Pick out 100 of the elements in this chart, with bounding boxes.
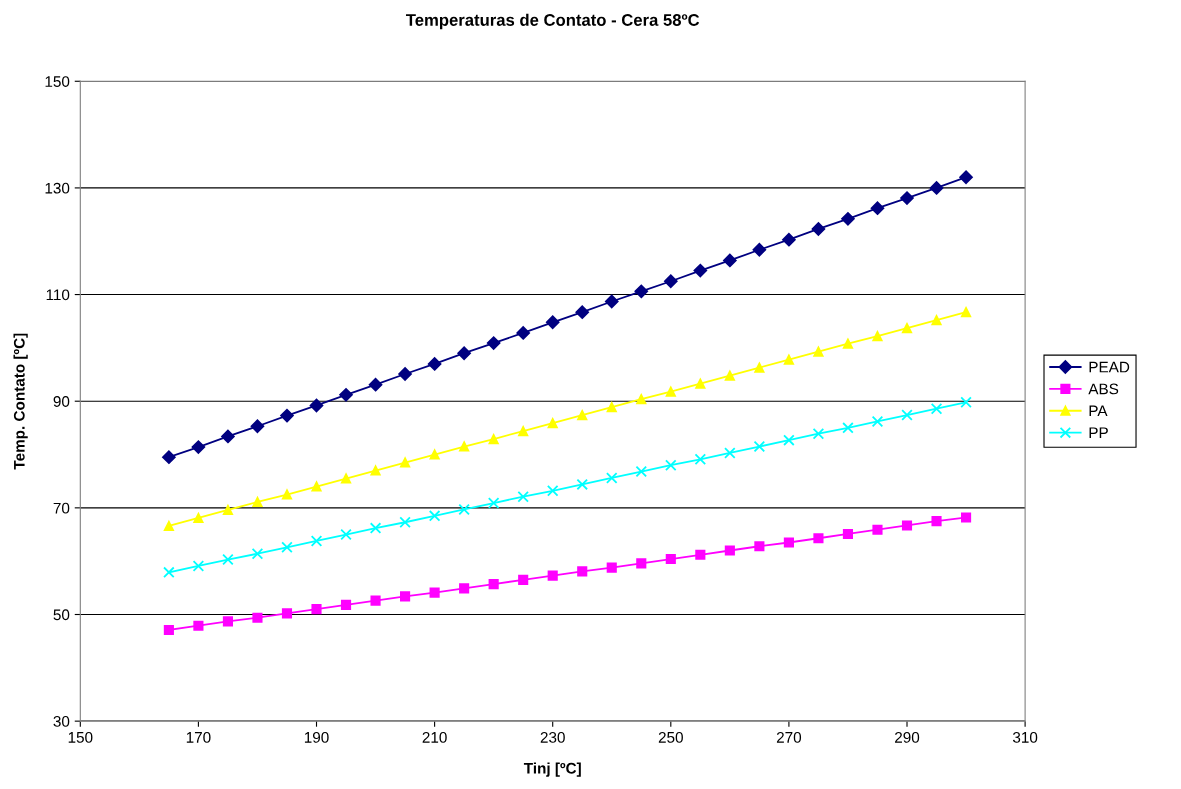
legend-label: PP xyxy=(1089,427,1108,438)
point xyxy=(399,516,411,529)
point xyxy=(811,222,826,236)
x-tick-label: 190 xyxy=(304,731,329,743)
point xyxy=(724,447,736,459)
point xyxy=(575,305,590,319)
point xyxy=(546,485,559,497)
point xyxy=(162,450,176,464)
point xyxy=(606,562,617,573)
y-tick-label: 150 xyxy=(45,76,70,87)
x-tick-label: 270 xyxy=(776,731,802,743)
point xyxy=(901,409,913,421)
point xyxy=(429,449,440,460)
point xyxy=(340,599,352,610)
point xyxy=(516,326,530,340)
point xyxy=(783,434,795,446)
x-tick-label: 210 xyxy=(422,731,447,743)
point xyxy=(310,535,323,547)
point xyxy=(694,453,707,466)
point xyxy=(459,441,470,452)
point xyxy=(280,408,294,423)
point xyxy=(664,274,678,289)
point xyxy=(428,510,441,522)
point xyxy=(695,378,706,389)
point xyxy=(340,528,352,541)
point xyxy=(458,503,470,516)
x-axis-title: Tinj [ºC] xyxy=(523,762,581,777)
point xyxy=(813,346,824,357)
point xyxy=(222,553,234,566)
point xyxy=(606,402,617,413)
x-tick-label: 170 xyxy=(186,731,211,743)
point xyxy=(901,520,913,531)
point xyxy=(311,604,322,615)
point xyxy=(577,409,588,421)
legend-label: PEAD xyxy=(1089,361,1130,373)
point xyxy=(311,481,322,492)
point xyxy=(518,574,529,585)
point xyxy=(370,465,381,476)
point xyxy=(221,429,235,444)
point xyxy=(457,346,471,361)
point xyxy=(901,323,913,334)
point xyxy=(871,415,884,428)
point xyxy=(695,549,706,560)
point xyxy=(870,201,885,215)
point xyxy=(251,547,264,560)
point xyxy=(429,587,440,598)
point xyxy=(547,570,558,581)
point xyxy=(340,473,352,484)
point xyxy=(193,512,204,524)
point xyxy=(724,545,735,556)
point xyxy=(281,489,293,500)
point xyxy=(960,396,972,409)
point xyxy=(163,520,174,532)
point xyxy=(281,608,293,619)
point xyxy=(400,591,411,602)
point xyxy=(250,419,265,434)
point xyxy=(842,422,854,434)
point xyxy=(369,522,382,534)
point xyxy=(309,398,324,413)
point xyxy=(339,388,353,402)
point xyxy=(191,440,206,454)
x-tick-label: 310 xyxy=(1012,731,1038,743)
point xyxy=(252,612,263,623)
point xyxy=(872,331,883,342)
y-tick-label: 50 xyxy=(53,609,70,621)
x-tick-label: 230 xyxy=(540,731,565,743)
point xyxy=(604,294,619,309)
point xyxy=(163,624,174,636)
point xyxy=(488,579,499,590)
point xyxy=(635,465,648,478)
x-tick-label: 290 xyxy=(895,731,920,743)
point xyxy=(400,457,411,468)
point xyxy=(545,315,560,330)
y-tick-label: 110 xyxy=(46,289,70,301)
y-axis-title: Temp. Contato [ºC] xyxy=(13,333,28,470)
point xyxy=(192,560,205,572)
point xyxy=(281,541,293,554)
point xyxy=(398,367,412,381)
point xyxy=(782,232,796,247)
point xyxy=(665,553,676,565)
point xyxy=(547,417,558,429)
point xyxy=(783,354,794,365)
point xyxy=(636,558,647,569)
point xyxy=(841,212,855,226)
x-tick-label: 250 xyxy=(658,731,683,743)
point xyxy=(163,566,175,579)
point xyxy=(754,541,765,552)
point xyxy=(900,191,914,205)
point xyxy=(842,338,854,349)
point xyxy=(813,533,824,544)
point xyxy=(222,616,234,627)
y-tick-label: 70 xyxy=(53,502,70,514)
point xyxy=(576,478,588,491)
point xyxy=(752,242,767,257)
legend-label: ABS xyxy=(1088,383,1119,395)
point xyxy=(842,528,854,540)
legend-label: PA xyxy=(1089,405,1108,417)
point xyxy=(754,362,765,373)
x-tick-label: 150 xyxy=(68,731,93,743)
point xyxy=(517,490,529,503)
